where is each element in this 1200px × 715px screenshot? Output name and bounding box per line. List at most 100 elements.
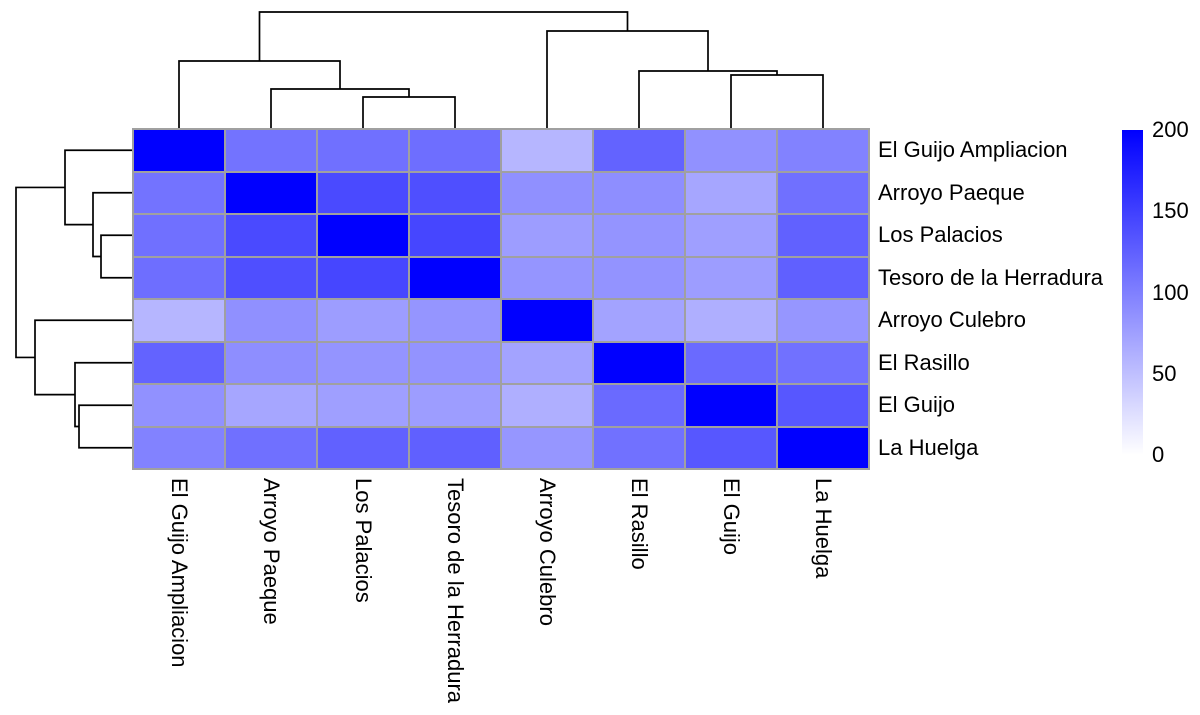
heatmap-cell [410,257,500,298]
dendrogram-branch [92,191,132,258]
heatmap-cell [502,172,592,213]
heatmap-cell [778,257,868,298]
dendrogram-branch [74,361,132,428]
heatmap-cell [134,300,224,341]
heatmap-cell [134,172,224,213]
colorbar-tick-label: 150 [1152,198,1189,224]
heatmap-cell [226,385,316,426]
heatmap-cell [778,130,868,171]
heatmap-cell [410,385,500,426]
heatmap-cell [594,130,684,171]
heatmap-cell [318,130,408,171]
colorbar-gradient [1122,130,1143,455]
dendrogram-branch [78,404,132,449]
heatmap-cell [226,427,316,468]
heatmap-cell [226,172,316,213]
dendrogram-branch [178,60,341,128]
heatmap-cell [226,300,316,341]
dendrogram-branch [64,149,132,226]
heatmap-cell [318,172,408,213]
row-label: El Guijo [878,392,956,418]
row-label: Arroyo Paeque [878,179,1025,205]
dendrogram-branch [638,70,778,128]
heatmap-cell [502,342,592,383]
heatmap-grid [132,128,870,470]
heatmap-cell [318,300,408,341]
row-label: Tesoro de la Herradura [878,264,1104,290]
row-label: La Huelga [878,434,979,460]
dendrogram-branch [258,11,629,61]
colorbar-tick-label: 50 [1152,360,1177,386]
dendrogram-branch [15,186,65,359]
heatmap-cell [686,257,776,298]
heatmap-cell [410,172,500,213]
heatmap-cell [226,130,316,171]
heatmap-cell [410,130,500,171]
heatmap-cell [134,130,224,171]
col-label: El Rasillo [627,478,652,570]
heatmap-cell [594,172,684,213]
row-label: Arroyo Culebro [878,307,1026,333]
dendrogram-branch [546,30,709,128]
heatmap-cell [594,342,684,383]
heatmap-cell [226,215,316,256]
heatmap-cell [318,427,408,468]
heatmap-cell [134,342,224,383]
colorbar-tick-label: 0 [1152,442,1165,467]
heatmap-cell [502,130,592,171]
heatmap-cell [686,130,776,171]
colorbar-tick-label: 200 [1152,117,1189,142]
heatmap-cell [594,385,684,426]
heatmap-cell [410,215,500,256]
heatmap-cell [318,215,408,256]
heatmap-cell [686,300,776,341]
heatmap-cell [778,342,868,383]
heatmap-cell [226,342,316,383]
dendrogram-branch [730,74,824,128]
heatmap-cell [134,427,224,468]
col-label: Tesoro de la Herradura [443,478,468,704]
heatmap-cell [686,385,776,426]
heatmap-cell [686,427,776,468]
heatmap-cell [318,257,408,298]
colorbar-tick-label: 100 [1152,279,1189,305]
heatmap-cell [410,300,500,341]
colorbar [1122,130,1143,455]
heatmap-cell [410,342,500,383]
heatmap-cell [778,300,868,341]
heatmap-cell [134,215,224,256]
heatmap-cell [778,172,868,213]
heatmap-cell [318,342,408,383]
row-label: Los Palacios [878,222,1003,248]
heatmap-cell [502,427,592,468]
heatmap-cell [134,257,224,298]
heatmap-cell [778,427,868,468]
heatmap-cell [778,385,868,426]
col-label: Arroyo Culebro [535,478,560,626]
col-label: La Huelga [811,478,836,579]
col-label: Arroyo Paeque [259,478,284,625]
dendrogram-branch [270,88,410,128]
heatmap-cell [594,215,684,256]
heatmap-cell [686,172,776,213]
col-label: Los Palacios [351,478,376,603]
heatmap-cell [134,385,224,426]
heatmap-cell [594,300,684,341]
dendrogram-branch [100,234,132,279]
col-label: El Guijo Ampliacion [167,478,192,668]
heatmap-cell [502,300,592,341]
heatmap-cell [594,427,684,468]
heatmap-cell [410,427,500,468]
dendrogram-branch [34,319,132,396]
row-label: El Rasillo [878,349,970,375]
heatmap-cell [226,257,316,298]
heatmap-cell [686,215,776,256]
heatmap-cell [502,385,592,426]
heatmap-cell [594,257,684,298]
heatmap-cell [502,257,592,298]
heatmap-cell [502,215,592,256]
heatmap-cell [686,342,776,383]
heatmap-cell [318,385,408,426]
row-label: El Guijo Ampliacion [878,137,1068,163]
